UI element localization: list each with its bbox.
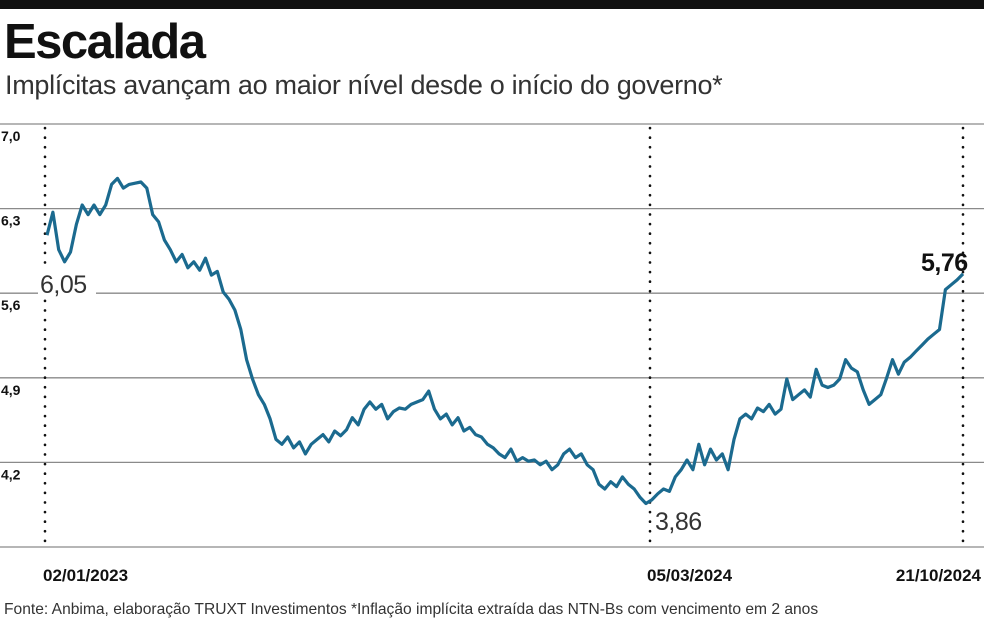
x-date-label: 02/01/2023: [43, 566, 128, 585]
series-line: [45, 176, 965, 506]
y-tick-label: 4,9: [1, 382, 21, 398]
y-tick-label: 7,0: [1, 128, 21, 144]
value-annotation: 6,05: [40, 271, 87, 299]
top-rule: [0, 0, 984, 9]
value-annotation: 3,86: [655, 508, 702, 536]
value-annotation: 5,76: [921, 249, 968, 277]
line-chart: 7,0 6,3 5,6 4,9 4,2 02/01/2023 05/03/2024 21/1…: [0, 123, 984, 585]
y-tick-label: 6,3: [1, 213, 21, 229]
chart-subtitle: Implícitas avançam ao maior nível desde …: [5, 70, 723, 100]
y-tick-label: 5,6: [1, 297, 21, 313]
source-footnote: Fonte: Anbima, elaboração TRUXT Investim…: [4, 601, 819, 618]
annotation-background: [38, 268, 96, 296]
y-tick-label: 4,2: [1, 466, 21, 482]
x-date-label: 21/10/2024: [896, 566, 982, 585]
x-date-label: 05/03/2024: [647, 566, 733, 585]
chart-title: Escalada: [4, 15, 206, 69]
